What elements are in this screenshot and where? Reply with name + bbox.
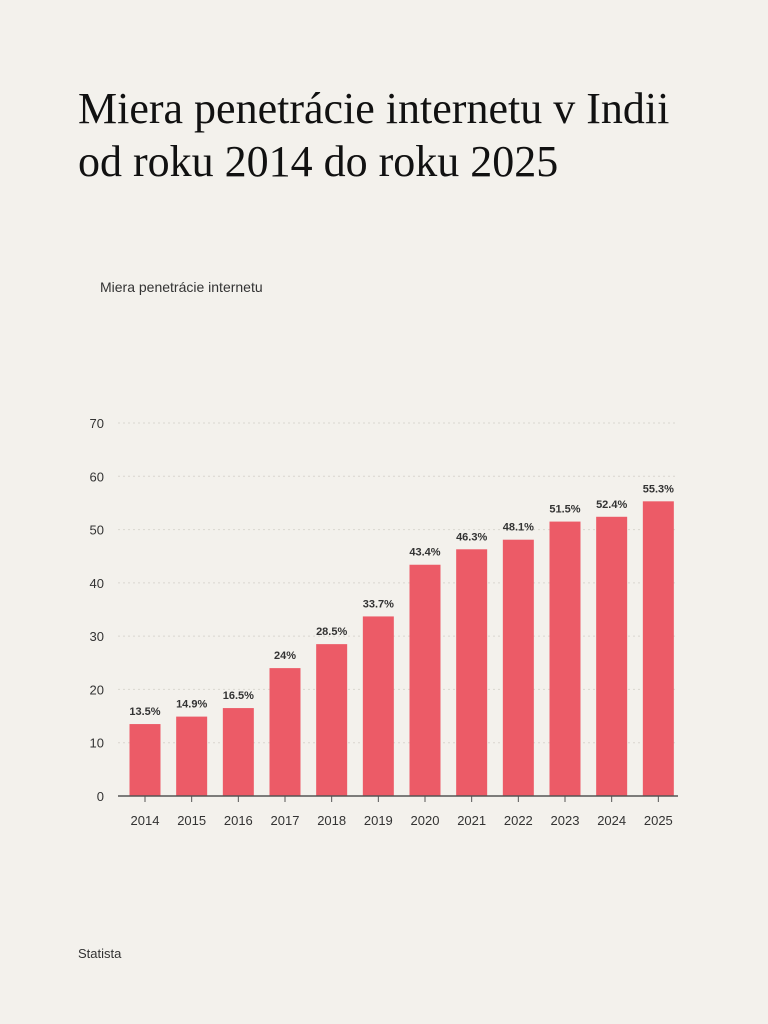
y-axis-ticks: 0 10 20 30 40 50 60 70 bbox=[90, 416, 104, 804]
bar bbox=[502, 539, 534, 796]
data-label: 43.4% bbox=[409, 547, 440, 559]
x-axis-ticks: 2014 2015 2016 2017 2018 2019 2020 2021 2022 2023… bbox=[131, 796, 673, 828]
bar bbox=[176, 716, 208, 796]
x-tick-label: 2025 bbox=[644, 813, 673, 828]
y-tick-label: 70 bbox=[90, 416, 104, 431]
data-label: 28.5% bbox=[316, 626, 347, 638]
y-tick-label: 30 bbox=[90, 629, 104, 644]
bar bbox=[316, 644, 348, 796]
y-tick-label: 20 bbox=[90, 682, 104, 697]
bar bbox=[269, 668, 301, 796]
y-tick-label: 40 bbox=[90, 576, 104, 591]
data-label: 33.7% bbox=[363, 598, 394, 610]
x-tick-label: 2016 bbox=[224, 813, 253, 828]
bar bbox=[362, 616, 394, 796]
x-tick-label: 2019 bbox=[364, 813, 393, 828]
bar bbox=[596, 516, 628, 796]
data-label: 51.5% bbox=[549, 504, 580, 516]
data-label: 16.5% bbox=[223, 690, 254, 702]
y-tick-label: 60 bbox=[90, 469, 104, 484]
x-tick-label: 2020 bbox=[411, 813, 440, 828]
y-tick-label: 50 bbox=[90, 523, 104, 538]
y-tick-label: 10 bbox=[90, 736, 104, 751]
data-label: 24% bbox=[274, 650, 296, 662]
x-tick-label: 2024 bbox=[597, 813, 626, 828]
chart-bars bbox=[129, 501, 674, 796]
x-tick-label: 2023 bbox=[551, 813, 580, 828]
bar bbox=[642, 501, 674, 796]
data-label: 52.4% bbox=[596, 499, 627, 511]
bar bbox=[222, 708, 254, 796]
bar bbox=[129, 724, 161, 796]
legend-entry: Miera penetrácie internetu bbox=[100, 279, 263, 295]
x-tick-label: 2017 bbox=[271, 813, 300, 828]
bar bbox=[549, 521, 581, 796]
data-label: 13.5% bbox=[129, 706, 160, 718]
page-title: Miera penetrácie internetu v Indii od ro… bbox=[78, 84, 670, 186]
chart-grid bbox=[118, 422, 678, 744]
data-label: 48.1% bbox=[503, 522, 534, 534]
data-label: 46.3% bbox=[456, 531, 487, 543]
y-tick-label: 0 bbox=[97, 789, 104, 804]
bar bbox=[409, 564, 441, 796]
x-tick-label: 2022 bbox=[504, 813, 533, 828]
data-labels: 13.5% 14.9% 16.5% 24% 28.5% 33.7% 43.4% 46.3% 48… bbox=[129, 483, 674, 718]
bar bbox=[456, 549, 488, 796]
x-tick-label: 2018 bbox=[317, 813, 346, 828]
data-label: 14.9% bbox=[176, 699, 207, 711]
source-label: Statista bbox=[78, 946, 122, 961]
x-tick-label: 2014 bbox=[131, 813, 160, 828]
data-label: 55.3% bbox=[643, 483, 674, 495]
x-tick-label: 2021 bbox=[457, 813, 486, 828]
x-tick-label: 2015 bbox=[177, 813, 206, 828]
